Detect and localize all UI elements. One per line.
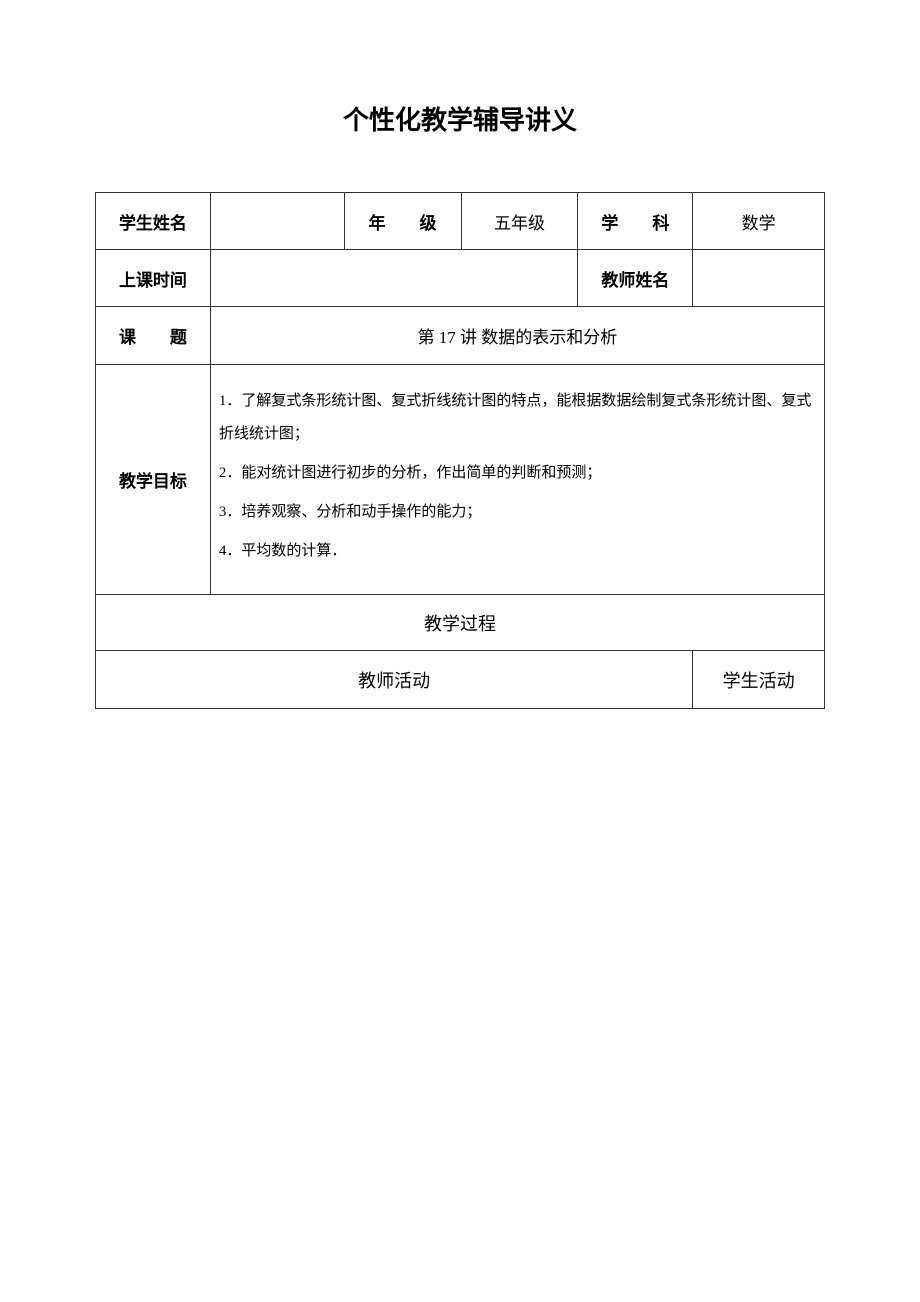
subject-value: 数学 [693,193,825,250]
student-name-label: 学生姓名 [96,193,211,250]
process-label: 教学过程 [96,595,825,651]
student-name-value [210,193,344,250]
class-time-label: 上课时间 [96,250,211,307]
teacher-activity-label: 教师活动 [96,651,693,709]
class-time-value [210,250,578,307]
page-title: 个性化教学辅导讲义 [95,100,825,137]
grade-label: 年 级 [344,193,461,250]
teacher-name-label: 教师姓名 [578,250,693,307]
objective-3: 3．培养观察、分析和动手操作的能力； [219,496,812,529]
topic-label: 课 题 [96,307,211,365]
subject-label: 学 科 [578,193,693,250]
objective-4: 4．平均数的计算． [219,535,812,568]
row-student-info: 学生姓名 年 级 五年级 学 科 数学 [96,193,825,250]
row-objectives: 教学目标 1．了解复式条形统计图、复式折线统计图的特点，能根据数据绘制复式条形统… [96,365,825,595]
student-activity-label: 学生活动 [693,651,825,709]
row-topic: 课 题 第 17 讲 数据的表示和分析 [96,307,825,365]
objectives-label: 教学目标 [96,365,211,595]
teacher-name-value [693,250,825,307]
objective-1: 1．了解复式条形统计图、复式折线统计图的特点，能根据数据绘制复式条形统计图、复式… [219,385,812,451]
topic-value: 第 17 讲 数据的表示和分析 [210,307,824,365]
grade-value: 五年级 [461,193,578,250]
objectives-content: 1．了解复式条形统计图、复式折线统计图的特点，能根据数据绘制复式条形统计图、复式… [210,365,824,595]
row-process-header: 教学过程 [96,595,825,651]
row-class-time: 上课时间 教师姓名 [96,250,825,307]
objective-2: 2．能对统计图进行初步的分析，作出简单的判断和预测； [219,457,812,490]
lesson-plan-table: 学生姓名 年 级 五年级 学 科 数学 上课时间 教师姓名 课 题 第 17 讲… [95,192,825,709]
row-activities: 教师活动 学生活动 [96,651,825,709]
